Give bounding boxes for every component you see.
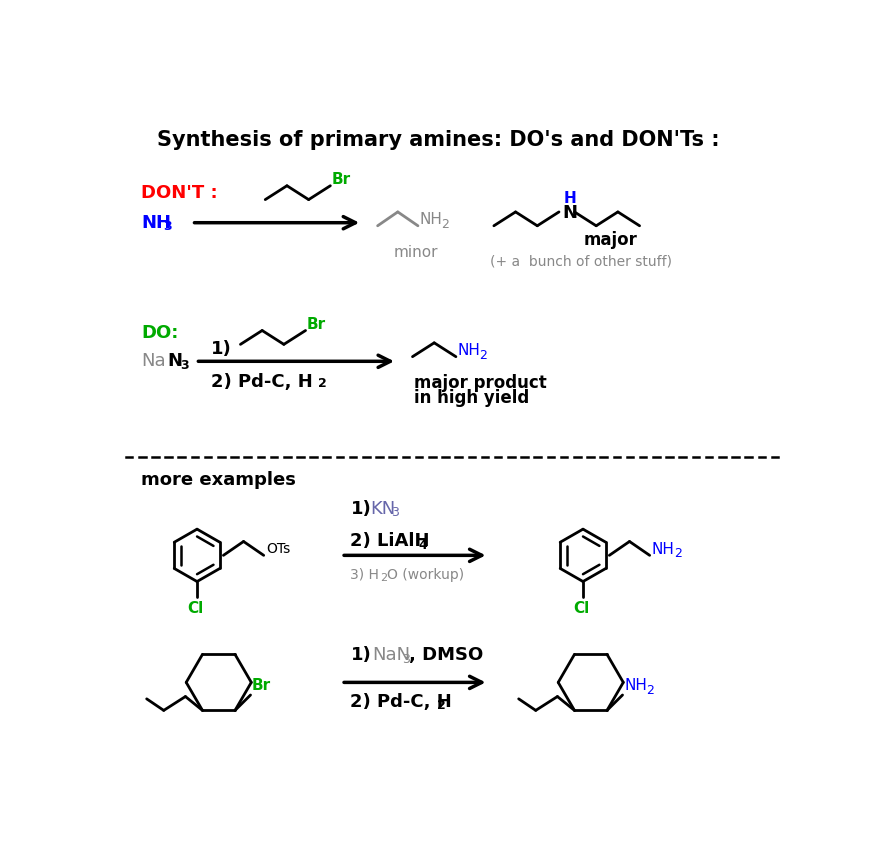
Text: 3: 3 xyxy=(163,220,172,233)
Text: 2: 2 xyxy=(646,684,654,697)
Text: 3: 3 xyxy=(402,653,410,666)
Text: Br: Br xyxy=(252,679,271,693)
Text: Cl: Cl xyxy=(573,601,590,616)
Text: in high yield: in high yield xyxy=(414,389,529,407)
Text: 2: 2 xyxy=(318,376,326,390)
Text: 3) H: 3) H xyxy=(350,568,379,582)
Text: minor: minor xyxy=(393,245,437,260)
Text: major: major xyxy=(584,232,638,249)
Text: Br: Br xyxy=(332,172,351,187)
Text: N: N xyxy=(562,205,577,222)
Text: DO:: DO: xyxy=(141,324,179,343)
Text: NH: NH xyxy=(652,541,675,557)
Text: 3: 3 xyxy=(180,359,189,371)
Text: NH: NH xyxy=(458,343,481,358)
Text: 2: 2 xyxy=(380,573,387,584)
Text: 2) Pd-C, H: 2) Pd-C, H xyxy=(350,693,452,711)
Text: H: H xyxy=(564,190,576,205)
Text: OTs: OTs xyxy=(266,542,290,557)
Text: DON'T :: DON'T : xyxy=(141,184,218,202)
Text: Cl: Cl xyxy=(188,601,204,616)
Text: Br: Br xyxy=(307,317,326,332)
Text: NH: NH xyxy=(141,214,171,232)
Text: 3: 3 xyxy=(392,507,400,520)
Text: 1): 1) xyxy=(350,647,371,664)
Text: 1): 1) xyxy=(350,500,371,518)
Text: Na: Na xyxy=(141,352,166,370)
Text: more examples: more examples xyxy=(141,471,296,488)
Text: 2: 2 xyxy=(674,547,682,560)
Text: 1): 1) xyxy=(211,339,232,358)
Text: NaN: NaN xyxy=(372,647,410,664)
Text: 2) Pd-C, H: 2) Pd-C, H xyxy=(211,373,313,391)
Text: KN: KN xyxy=(370,500,395,518)
Text: N: N xyxy=(168,352,183,370)
Text: NH: NH xyxy=(420,212,443,227)
Text: 2: 2 xyxy=(441,218,449,231)
Text: major product: major product xyxy=(414,374,547,392)
Text: 4: 4 xyxy=(419,539,428,552)
Text: Synthesis of primary amines: DO's and DON'Ts :: Synthesis of primary amines: DO's and DO… xyxy=(157,131,720,151)
Text: 2: 2 xyxy=(479,349,487,362)
Text: 2) LiAlH: 2) LiAlH xyxy=(350,532,430,551)
Text: , DMSO: , DMSO xyxy=(408,647,482,664)
Text: NH: NH xyxy=(624,679,647,693)
Text: O (workup): O (workup) xyxy=(387,568,464,582)
Text: (+ a  bunch of other stuff): (+ a bunch of other stuff) xyxy=(490,254,672,269)
Text: 2: 2 xyxy=(437,699,446,712)
